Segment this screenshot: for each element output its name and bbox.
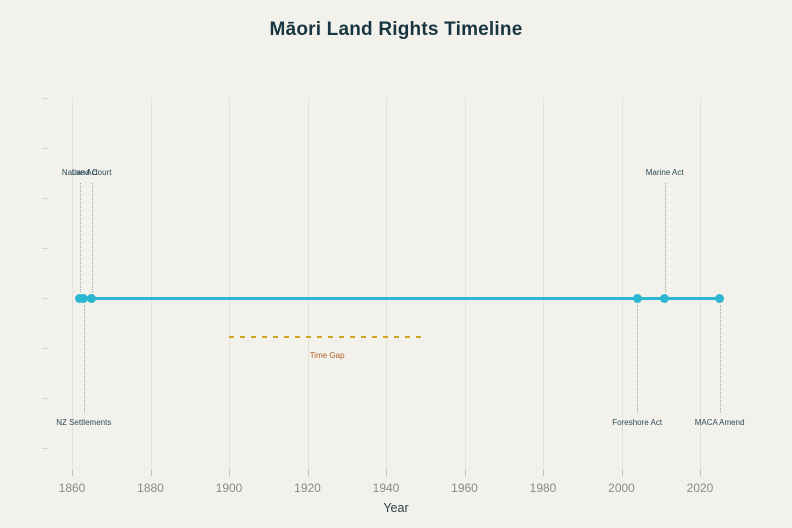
gap-label: Time Gap (309, 351, 345, 360)
y-tick-mark (42, 248, 48, 249)
gap-line (229, 336, 426, 338)
gridline (700, 97, 701, 470)
chart-title: Māori Land Rights Timeline (269, 19, 523, 40)
timeline-line (79, 296, 720, 300)
x-tick-label: 2000 (608, 481, 635, 495)
x-tick-label: 1920 (294, 481, 321, 495)
x-tick-label: 1940 (372, 481, 400, 495)
gridline (150, 97, 152, 470)
leader-line (637, 305, 639, 413)
gridline (307, 97, 309, 470)
gridline (386, 97, 387, 470)
x-tick-mark (150, 470, 152, 476)
x-tick-label: 1860 (58, 481, 86, 495)
event-label: Land Court (71, 168, 112, 177)
leader-line (664, 183, 666, 292)
gridline (621, 97, 623, 470)
x-tick-mark (621, 470, 623, 476)
x-axis-label: Year (383, 501, 409, 515)
event-dot (715, 293, 725, 303)
leader-line (91, 183, 93, 292)
leader-line (79, 183, 81, 292)
event-label: NZ Settlements (56, 418, 112, 427)
event-label: Foreshore Act (612, 418, 663, 427)
gridline (543, 97, 544, 470)
gridline (464, 97, 466, 470)
gridline (72, 97, 73, 470)
x-tick-mark (543, 470, 544, 476)
gridline (229, 97, 230, 470)
leader-line (83, 305, 85, 413)
y-tick-mark (42, 198, 48, 199)
x-tick-mark (700, 470, 701, 476)
x-tick-label: 1980 (529, 481, 557, 495)
event-dot (632, 293, 642, 303)
event-label: Native Act (61, 168, 98, 177)
x-tick-mark (307, 470, 309, 476)
y-tick-mark (42, 348, 48, 349)
event-label: Marine Act (645, 168, 684, 177)
x-tick-mark (386, 470, 387, 476)
x-tick-label: 1960 (451, 481, 478, 495)
x-tick-mark (229, 470, 230, 476)
event-dot (79, 293, 89, 303)
y-tick-mark (42, 148, 48, 149)
x-tick-label: 1880 (137, 481, 164, 495)
event-dot (87, 293, 97, 303)
y-tick-mark (42, 298, 48, 299)
x-tick-mark (464, 470, 466, 476)
y-tick-mark (42, 448, 48, 449)
x-tick-mark (72, 470, 73, 476)
x-tick-label: 2020 (686, 481, 714, 495)
event-dot (660, 293, 670, 303)
x-tick-label: 1900 (215, 481, 243, 495)
y-tick-mark (42, 98, 48, 99)
leader-line (719, 305, 721, 413)
event-label: MACA Amend (694, 418, 745, 427)
y-tick-mark (42, 398, 48, 399)
